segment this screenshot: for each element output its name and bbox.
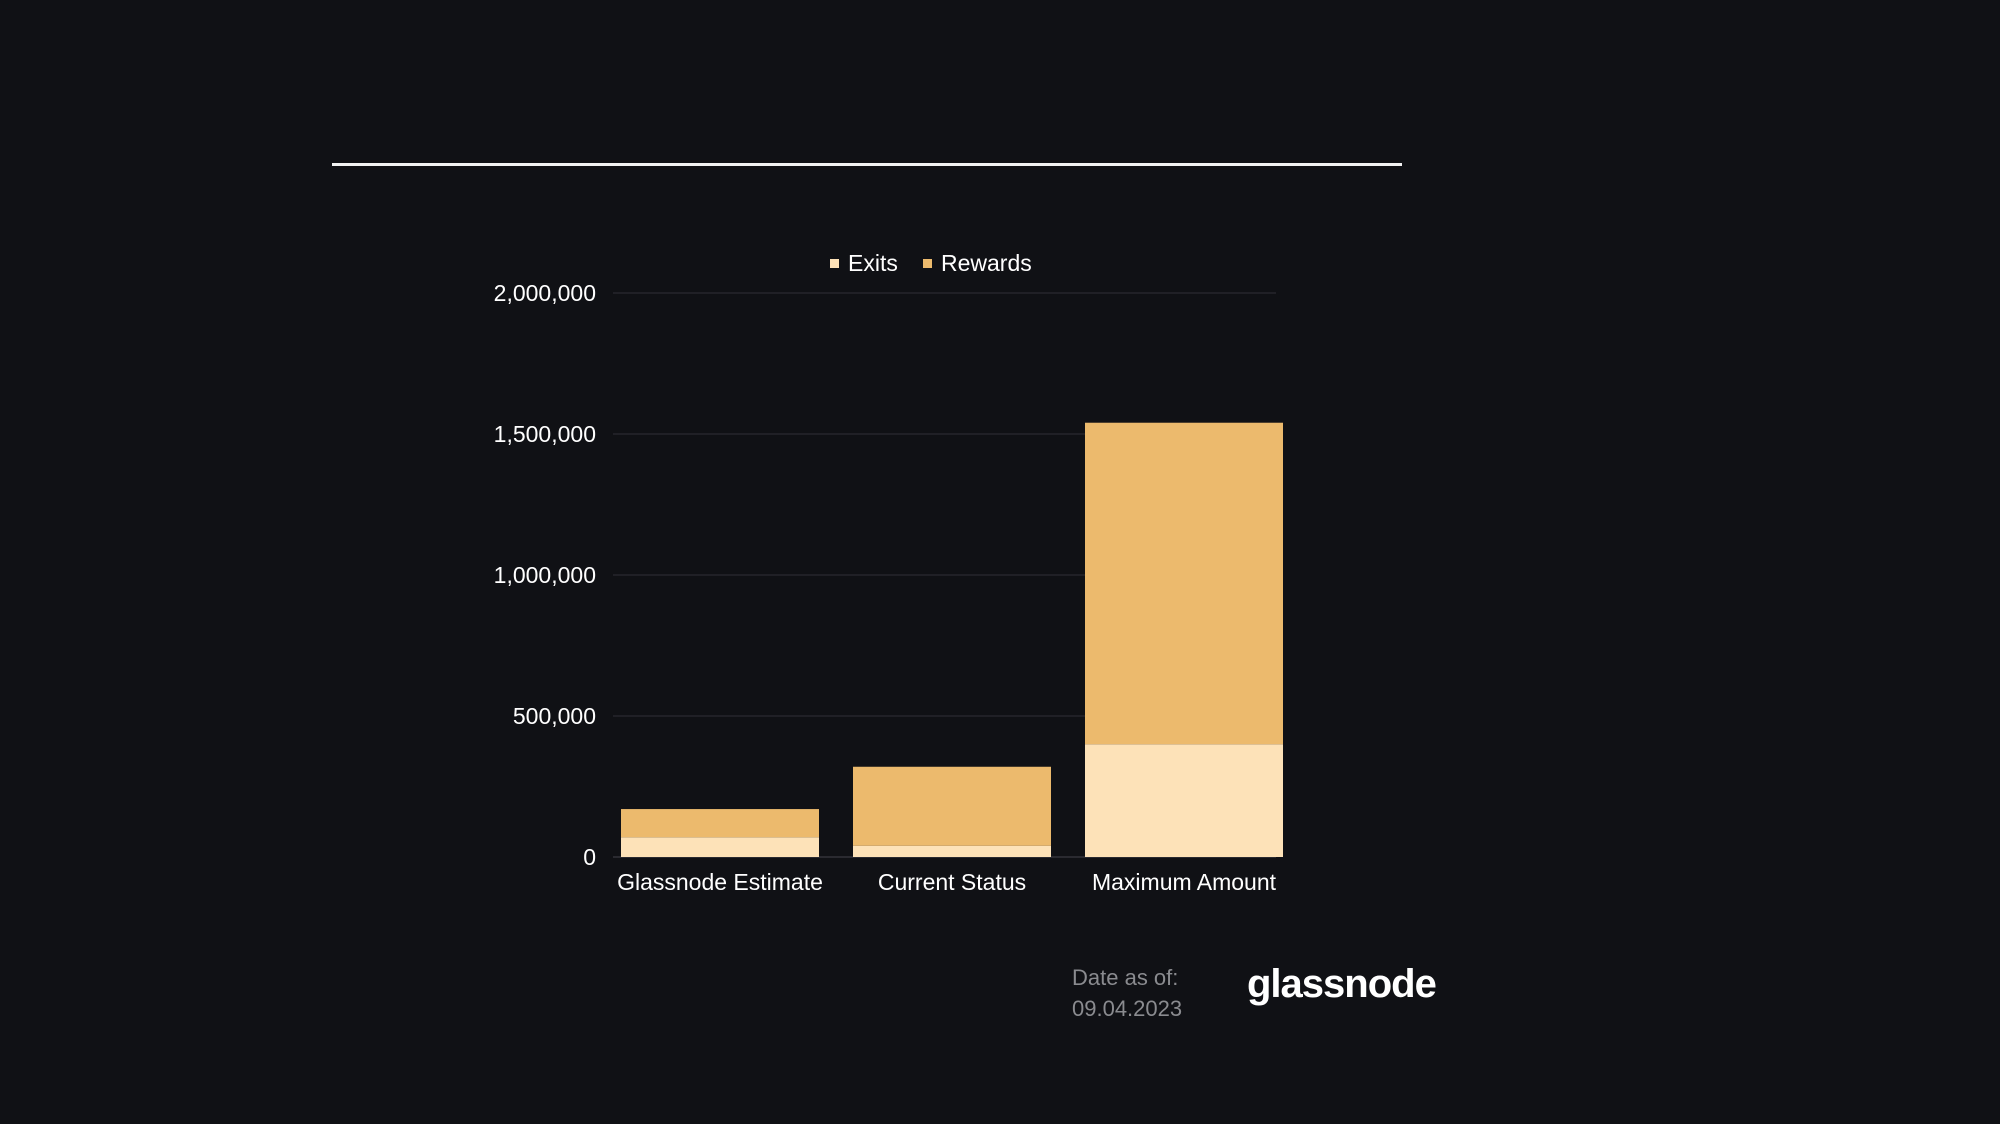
y-tick-label: 1,000,000 xyxy=(494,562,596,588)
legend: Exits Rewards xyxy=(830,250,1032,276)
y-tick-label: 0 xyxy=(583,844,596,870)
legend-swatch xyxy=(923,259,932,268)
y-axis-ticks: 0 500,000 1,000,000 1,500,000 2,000,000 xyxy=(494,280,596,870)
date-stamp: Date as of: 09.04.2023 xyxy=(1072,962,1182,1024)
date-label: Date as of: xyxy=(1072,965,1179,990)
date-value: 09.04.2023 xyxy=(1072,996,1183,1021)
legend-swatch xyxy=(830,259,839,268)
legend-label: Exits xyxy=(848,250,898,276)
header-divider xyxy=(332,163,1402,166)
bars xyxy=(621,422,1283,857)
rewards-bar-segment xyxy=(1085,422,1283,745)
x-tick-label: Glassnode Estimate xyxy=(617,869,823,895)
legend-label: Rewards xyxy=(941,250,1032,276)
glassnode-logo: glassnode xyxy=(1247,962,1437,1006)
y-tick-label: 500,000 xyxy=(513,703,596,729)
y-tick-label: 1,500,000 xyxy=(494,421,596,447)
exits-bar-segment xyxy=(621,837,819,857)
x-axis-ticks: Glassnode Estimate Current Status Maximum … xyxy=(617,869,1277,895)
x-tick-label: Maximum Amount xyxy=(1092,869,1277,895)
x-tick-label: Current Status xyxy=(878,869,1026,895)
exits-bar-segment xyxy=(853,845,1051,857)
y-tick-label: 2,000,000 xyxy=(494,280,596,306)
exits-bar-segment xyxy=(1085,744,1283,857)
rewards-bar-segment xyxy=(621,809,819,838)
rewards-bar-segment xyxy=(853,766,1051,846)
